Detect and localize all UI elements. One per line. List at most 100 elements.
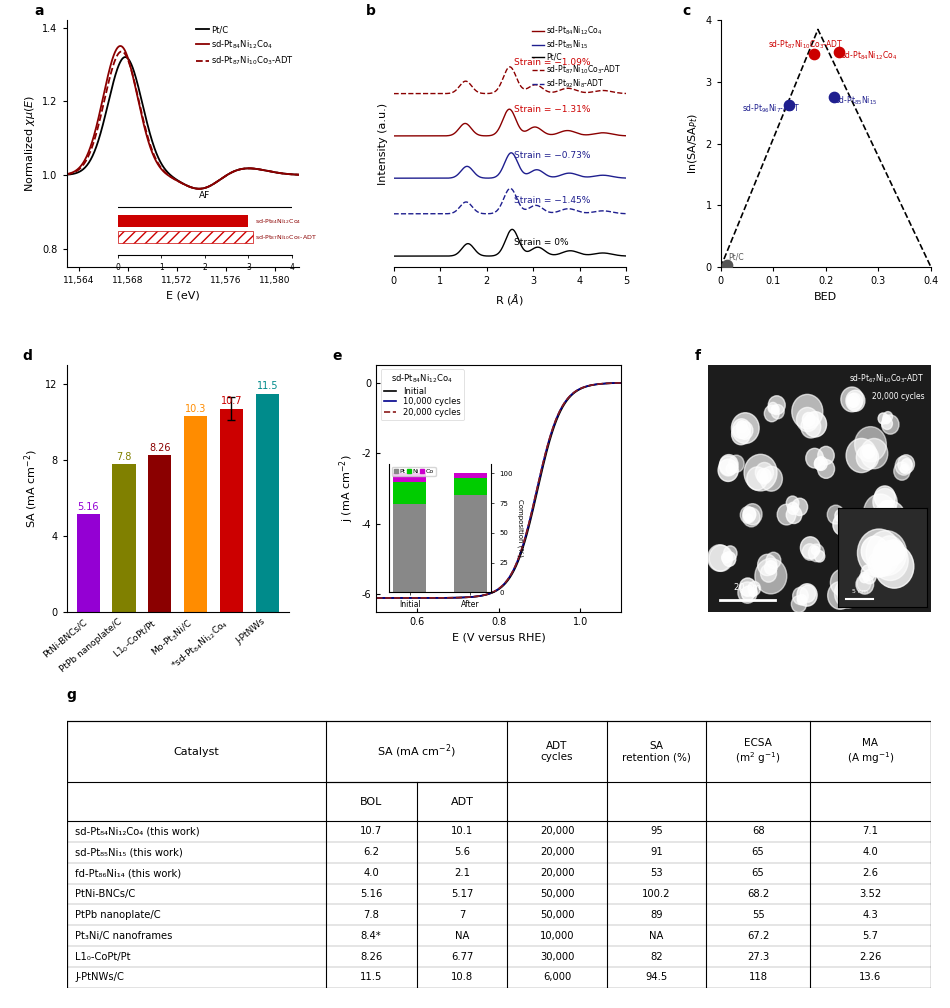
Circle shape [792,588,808,605]
Pt/C [173,175,184,187]
Text: 6.2: 6.2 [363,848,379,858]
Text: Strain = −1.31%: Strain = −1.31% [515,105,591,114]
sd-Pt$_{87}$Ni$_{10}$Co$_3$-ADT [116,45,127,57]
Bar [256,393,279,612]
sd-Pt$_{87}$Ni$_{10}$Co$_3$-ADT [61,168,72,180]
sd-Pt$_{87}$Ni$_{10}$Co$_3$-ADT [173,175,184,187]
Circle shape [726,464,735,474]
Text: 10,000: 10,000 [540,930,575,940]
Y-axis label: j (mA cm$^{-2}$): j (mA cm$^{-2}$) [337,455,356,522]
Circle shape [833,514,852,535]
Circle shape [743,507,756,521]
Initial [482,589,493,601]
Text: 94.5: 94.5 [645,973,668,983]
Text: 7.8: 7.8 [363,910,379,920]
Text: 68: 68 [751,827,765,837]
Circle shape [777,504,796,525]
Circle shape [902,459,912,471]
Circle shape [840,581,853,595]
10,000 cycles [555,403,566,415]
20,000 cycles [515,546,526,558]
Circle shape [877,586,894,605]
Circle shape [796,407,818,431]
Text: 5.16: 5.16 [360,889,383,899]
Circle shape [882,415,899,434]
sd-Pt$_{84}$Ni$_{12}$Co$_4$ [253,163,264,175]
Circle shape [722,552,731,562]
Circle shape [882,417,892,429]
Text: 4.0: 4.0 [363,868,379,878]
Text: 20,000: 20,000 [540,827,575,837]
Text: 7.8: 7.8 [116,452,132,462]
Circle shape [884,411,892,421]
Text: 5.6: 5.6 [454,848,470,858]
Circle shape [736,420,748,432]
Text: b: b [366,4,375,18]
Text: Pt/C: Pt/C [729,252,744,261]
sd-Pt$_{84}$Ni$_{12}$Co$_4$ [61,168,72,180]
Initial [370,592,382,604]
Text: 118: 118 [749,973,768,983]
Bar [148,455,172,612]
Text: sd-Pt$_{96}$Ni$_7$-ADT: sd-Pt$_{96}$Ni$_7$-ADT [742,103,800,115]
Circle shape [858,553,872,570]
Circle shape [761,564,776,583]
Text: Strain = −1.09%: Strain = −1.09% [515,57,591,67]
Text: 89: 89 [650,910,663,920]
10,000 cycles [534,471,545,483]
Text: 2.26: 2.26 [860,952,882,962]
10,000 cycles [482,589,493,601]
Circle shape [792,498,808,516]
Text: 8.4*: 8.4* [361,930,382,940]
sd-Pt$_{84}$Ni$_{12}$Co$_4$ [194,182,205,195]
Text: 20 nm: 20 nm [734,583,761,592]
Circle shape [719,456,737,476]
Circle shape [854,561,865,574]
Circle shape [874,486,895,509]
Text: 95: 95 [650,827,663,837]
Circle shape [850,552,864,569]
sd-Pt$_{84}$Ni$_{12}$Co$_4$ [294,168,305,180]
Circle shape [758,554,777,576]
Circle shape [732,424,750,445]
Circle shape [740,506,755,523]
Circle shape [709,545,732,572]
Circle shape [765,560,777,575]
Circle shape [835,510,846,522]
20,000 cycles [482,589,493,601]
sd-Pt$_{87}$Ni$_{10}$Co$_3$-ADT [194,182,205,195]
sd-Pt$_{87}$Ni$_{10}$Co$_3$-ADT [187,181,199,194]
Circle shape [911,523,925,538]
Text: fd-Pt₈₆Ni₁₄ (this work): fd-Pt₈₆Ni₁₄ (this work) [75,868,181,878]
Text: 7: 7 [459,910,466,920]
Text: e: e [332,349,342,363]
Y-axis label: Normalized $\chi\mu(E)$: Normalized $\chi\mu(E)$ [23,95,36,193]
Circle shape [830,570,855,596]
X-axis label: BED: BED [814,291,837,301]
Circle shape [787,506,802,523]
Circle shape [769,396,786,414]
Text: PtNi-BNCs/C: PtNi-BNCs/C [75,889,136,899]
Text: 11.5: 11.5 [360,973,383,983]
Line: 10,000 cycles: 10,000 cycles [376,383,621,598]
Text: 30,000: 30,000 [540,952,575,962]
Circle shape [901,465,908,473]
Text: 4.3: 4.3 [863,910,879,920]
Point [782,98,797,114]
Circle shape [861,438,888,469]
20,000 cycles [414,592,426,604]
X-axis label: R ($\AA$): R ($\AA$) [496,291,524,306]
Text: 6.77: 6.77 [451,952,473,962]
Circle shape [791,596,807,613]
Text: BOL: BOL [360,796,383,806]
Text: 13.6: 13.6 [860,973,882,983]
Circle shape [744,455,777,491]
Pt/C [61,168,72,180]
Initial [433,592,445,604]
Circle shape [848,397,858,407]
10,000 cycles [370,592,382,604]
sd-Pt$_{84}$Ni$_{12}$Co$_4$ [115,40,126,52]
Circle shape [818,447,834,465]
Pt/C [200,181,212,194]
Legend: Initial, 10,000 cycles, 20,000 cycles: Initial, 10,000 cycles, 20,000 cycles [381,369,465,420]
